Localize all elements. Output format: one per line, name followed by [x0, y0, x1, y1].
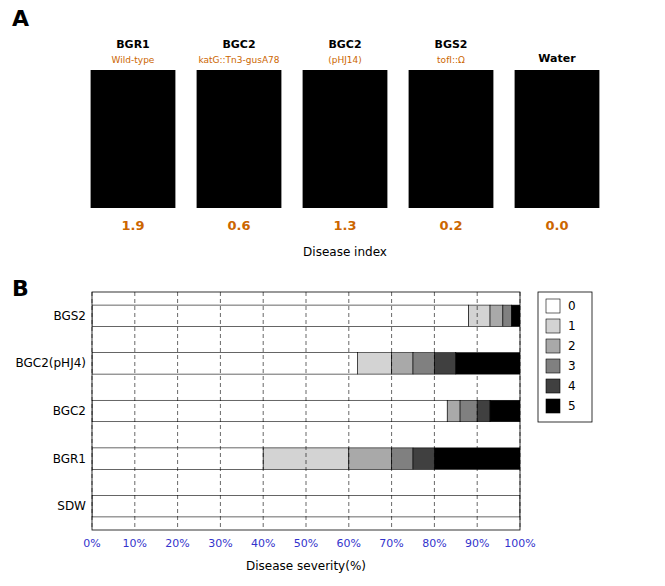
grid-line — [177, 292, 178, 530]
legend-label: 0 — [568, 299, 576, 313]
photo-sublabel: tofI::Ω — [437, 55, 465, 65]
bar-segment — [392, 448, 413, 469]
x-tick-label: 0% — [83, 537, 100, 550]
bar-segment — [456, 353, 520, 374]
x-tick-label: 40% — [251, 537, 275, 550]
disease-index-value: 1.9 — [121, 218, 144, 233]
photo — [409, 70, 494, 208]
legend-label: 1 — [568, 319, 576, 333]
plot-frame — [92, 292, 520, 530]
bar-segment — [460, 400, 477, 421]
legend-swatch — [546, 379, 560, 393]
bar-segment — [490, 305, 503, 326]
x-tick-label: 100% — [504, 537, 535, 550]
y-tick-label: SDW — [57, 499, 86, 513]
bar-segment — [263, 448, 349, 469]
bar-segment — [469, 305, 490, 326]
bar-segment — [447, 400, 460, 421]
legend-swatch — [546, 339, 560, 353]
legend-swatch — [546, 359, 560, 373]
grid-line — [477, 292, 478, 530]
y-tick-label: BGC2(pHJ4) — [15, 356, 86, 370]
grid-line — [263, 292, 264, 530]
photo-label: BGC2 — [222, 38, 255, 51]
y-tick-label: BGR1 — [53, 452, 86, 466]
photo — [303, 70, 388, 208]
bar-segment — [434, 448, 520, 469]
x-tick-label: 50% — [294, 537, 318, 550]
y-tick-label: BGS2 — [53, 309, 86, 323]
bar-segment — [92, 400, 447, 421]
photo-label: BGC2 — [328, 38, 361, 51]
legend: 0 1 2 3 4 5 — [538, 292, 592, 422]
bar-segment — [490, 400, 520, 421]
legend-label: 4 — [568, 379, 576, 393]
disease-index-value: 0.6 — [227, 218, 250, 233]
panel-label: A — [12, 6, 29, 31]
photo — [515, 70, 600, 208]
x-axis-label: Disease severity(%) — [246, 559, 366, 573]
grid-line — [134, 292, 135, 530]
x-tick-label: 30% — [208, 537, 232, 550]
photo-label: BGR1 — [116, 38, 150, 51]
bar-segment — [503, 305, 512, 326]
bar-segment — [434, 353, 455, 374]
legend-label: 2 — [568, 339, 576, 353]
photo-label: BGS2 — [435, 38, 468, 51]
legend-label: 3 — [568, 359, 576, 373]
photo — [197, 70, 282, 208]
bar-segment — [477, 400, 490, 421]
bar-segment — [413, 353, 434, 374]
x-tick-label: 90% — [465, 537, 489, 550]
x-tick-label: 80% — [422, 537, 446, 550]
legend-swatch — [546, 399, 560, 413]
photo-sublabel: katG::Tn3-gusA78 — [198, 55, 279, 65]
grid-line — [220, 292, 221, 530]
bar-segment — [392, 353, 413, 374]
disease-index-value: 0.0 — [545, 218, 568, 233]
bar-segment — [92, 448, 263, 469]
disease-index-label: Disease index — [303, 245, 387, 259]
bar-segment — [349, 448, 392, 469]
legend-frame — [538, 292, 592, 422]
photo-sublabel: (pHJ14) — [328, 55, 362, 65]
grid-line — [434, 292, 435, 530]
bar-segment — [357, 353, 391, 374]
bar-segment — [92, 353, 357, 374]
legend-swatch — [546, 299, 560, 313]
x-tick-label: 60% — [337, 537, 361, 550]
photo — [91, 70, 176, 208]
photo-label: Water — [538, 52, 576, 65]
bar-segment — [511, 305, 520, 326]
x-tick-label: 10% — [123, 537, 147, 550]
legend-swatch — [546, 319, 560, 333]
photo-sublabel: Wild-type — [112, 55, 155, 65]
grid-line — [348, 292, 349, 530]
grid-line — [391, 292, 392, 530]
disease-index-value: 1.3 — [333, 218, 356, 233]
legend-label: 5 — [568, 399, 576, 413]
figure: ABGR1Wild-type1.9BGC2katG::Tn3-gusA780.6… — [0, 0, 665, 586]
x-tick-label: 70% — [379, 537, 403, 550]
panel-label: B — [12, 276, 29, 301]
grid-line — [306, 292, 307, 530]
x-tick-label: 20% — [165, 537, 189, 550]
y-tick-label: BGC2 — [53, 404, 86, 418]
disease-index-value: 0.2 — [439, 218, 462, 233]
bar-segment — [92, 305, 469, 326]
bar-segment — [413, 448, 434, 469]
